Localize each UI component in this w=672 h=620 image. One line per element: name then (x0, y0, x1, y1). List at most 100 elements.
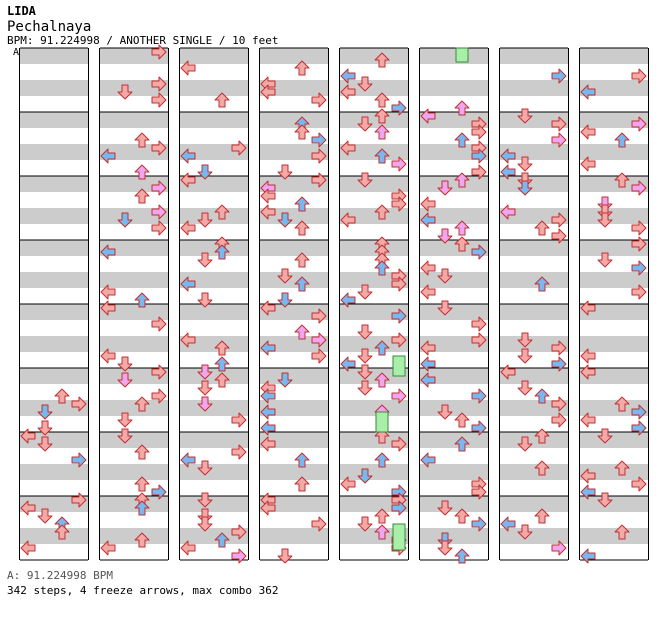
beat-stripe (500, 336, 568, 352)
beat-stripe (100, 464, 168, 480)
beat-stripe (420, 544, 488, 560)
beat-stripe (340, 272, 408, 288)
beat-stripe (500, 480, 568, 496)
right-arrow-icon (551, 356, 567, 372)
left-arrow-icon (180, 172, 196, 188)
left-arrow-icon (100, 244, 116, 260)
beat-stripe (420, 128, 488, 144)
down-arrow-icon (37, 420, 53, 436)
up-arrow-icon (214, 356, 230, 372)
beat-stripe (100, 208, 168, 224)
beat-stripe (260, 48, 328, 64)
down-arrow-icon (357, 380, 373, 396)
beat-stripe (100, 352, 168, 368)
beat-stripe (180, 512, 248, 528)
right-arrow-icon (151, 140, 167, 156)
right-arrow-icon (151, 388, 167, 404)
up-arrow-icon (614, 172, 630, 188)
beat-stripe (340, 416, 408, 432)
beat-stripe (100, 416, 168, 432)
right-arrow-icon (631, 284, 647, 300)
left-arrow-icon (580, 84, 596, 100)
up-arrow-icon (134, 292, 150, 308)
right-arrow-icon (231, 140, 247, 156)
up-arrow-icon (134, 476, 150, 492)
chart-column (19, 47, 89, 561)
beat-stripe (20, 336, 88, 352)
beat-stripe (180, 176, 248, 192)
step-stats: 342 steps, 4 freeze arrows, max combo 36… (7, 584, 279, 597)
beat-stripe (100, 48, 168, 64)
beat-stripe (260, 512, 328, 528)
beat-stripe (420, 224, 488, 240)
beat-stripe (260, 144, 328, 160)
beat-stripe (340, 256, 408, 272)
down-arrow-icon (517, 156, 533, 172)
beat-stripe (20, 400, 88, 416)
beat-stripe (420, 352, 488, 368)
left-arrow-icon (580, 364, 596, 380)
beat-stripe (580, 352, 648, 368)
down-arrow-icon (197, 492, 213, 508)
beat-stripe (420, 496, 488, 512)
left-arrow-icon (100, 148, 116, 164)
up-arrow-icon (374, 260, 390, 276)
chart-column (419, 47, 489, 561)
beat-stripe (20, 416, 88, 432)
beat-stripe (500, 400, 568, 416)
right-arrow-icon (391, 500, 407, 516)
beat-stripe (500, 432, 568, 448)
beat-stripe (260, 272, 328, 288)
left-arrow-icon (260, 204, 276, 220)
left-arrow-icon (260, 84, 276, 100)
beat-stripe (100, 128, 168, 144)
down-arrow-icon (197, 460, 213, 476)
beat-stripe (180, 208, 248, 224)
beat-stripe (420, 384, 488, 400)
beat-stripe (100, 496, 168, 512)
beat-stripe (580, 272, 648, 288)
beat-stripe (580, 112, 648, 128)
beat-stripe (180, 192, 248, 208)
beat-stripe (180, 320, 248, 336)
beat-stripe (260, 528, 328, 544)
right-arrow-icon (151, 220, 167, 236)
beat-stripe (420, 448, 488, 464)
beat-stripe (260, 352, 328, 368)
beat-stripe (180, 432, 248, 448)
beat-stripe (20, 352, 88, 368)
right-arrow-icon (471, 148, 487, 164)
beat-stripe (500, 464, 568, 480)
beat-stripe (580, 240, 648, 256)
chart-column (179, 47, 249, 561)
left-arrow-icon (340, 292, 356, 308)
beat-stripe (260, 320, 328, 336)
beat-stripe (100, 240, 168, 256)
beat-stripe (500, 112, 568, 128)
right-arrow-icon (391, 388, 407, 404)
up-arrow-icon (454, 236, 470, 252)
down-arrow-icon (357, 364, 373, 380)
beat-stripe (100, 512, 168, 528)
left-arrow-icon (580, 348, 596, 364)
right-arrow-icon (311, 132, 327, 148)
down-arrow-icon (117, 428, 133, 444)
right-arrow-icon (71, 492, 87, 508)
beat-stripe (180, 48, 248, 64)
chart-column (339, 47, 409, 561)
chart-column (99, 47, 169, 561)
up-arrow-icon (294, 124, 310, 140)
beat-stripe (180, 384, 248, 400)
beat-stripe (180, 240, 248, 256)
beat-stripe (500, 80, 568, 96)
beat-stripe (580, 192, 648, 208)
beat-stripe (20, 448, 88, 464)
down-arrow-icon (437, 300, 453, 316)
beat-stripe (580, 288, 648, 304)
right-arrow-icon (631, 260, 647, 276)
up-arrow-icon (454, 412, 470, 428)
beat-stripe (260, 288, 328, 304)
beat-stripe (580, 176, 648, 192)
beat-stripe (420, 240, 488, 256)
right-arrow-icon (151, 484, 167, 500)
